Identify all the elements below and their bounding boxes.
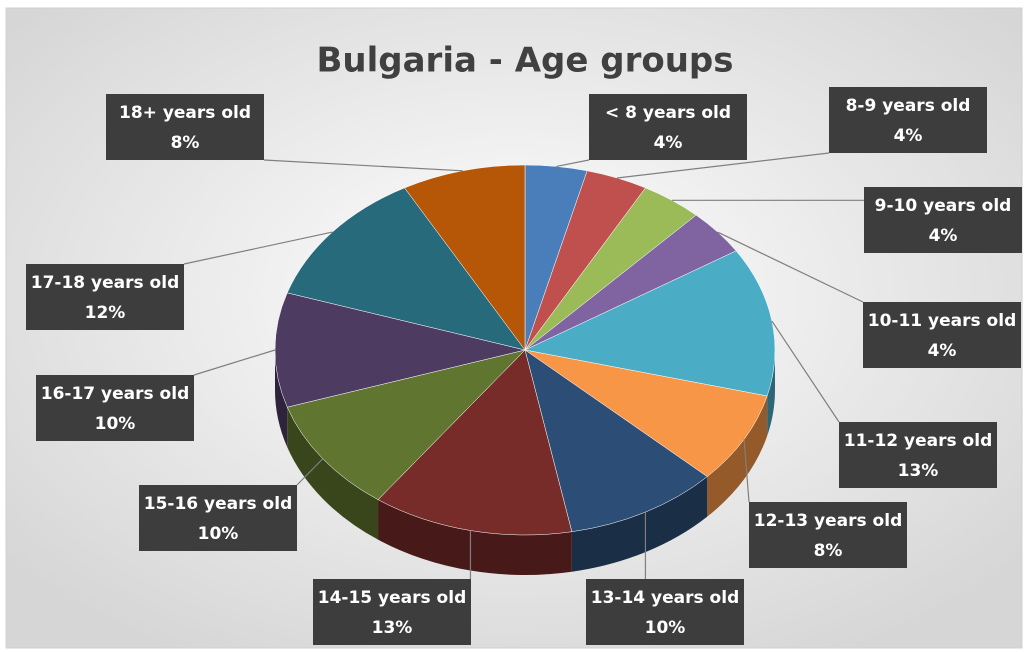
leader-line	[263, 159, 463, 172]
leader-line	[743, 439, 750, 503]
label-box	[139, 485, 297, 551]
category-label: 12-13 years old	[754, 511, 902, 531]
pie-slice	[377, 349, 573, 536]
value-label: 8%	[814, 541, 843, 561]
value-label: 4%	[928, 341, 957, 361]
pie-side	[287, 407, 379, 540]
value-label: 8%	[171, 133, 200, 153]
pie-slice	[404, 164, 526, 351]
leader-line	[296, 458, 324, 486]
pie-side	[378, 499, 572, 576]
leader-line	[717, 231, 864, 303]
value-label: 10%	[198, 524, 239, 544]
value-label: 4%	[654, 133, 683, 153]
value-label: 4%	[929, 226, 958, 246]
label-box	[863, 302, 1021, 368]
pie-slice	[286, 187, 526, 351]
category-label: 15-16 years old	[144, 494, 292, 514]
label-box	[839, 422, 997, 488]
pie-slice	[286, 349, 526, 500]
category-label: 14-15 years old	[318, 588, 466, 608]
label-box	[106, 94, 264, 160]
label-box	[829, 87, 987, 153]
leader-line	[616, 152, 830, 179]
pie-side	[707, 396, 768, 517]
value-label: 12%	[85, 303, 126, 323]
pie-slice	[524, 349, 708, 533]
leader-line	[183, 231, 333, 265]
category-label: 10-11 years old	[868, 311, 1016, 331]
pie-side	[767, 350, 775, 437]
category-label: 17-18 years old	[31, 273, 179, 293]
category-label: 18+ years old	[119, 103, 251, 123]
category-label: 11-12 years old	[844, 431, 992, 451]
chart-title: Bulgaria - Age groups	[317, 41, 734, 81]
label-box	[589, 94, 747, 160]
value-label: 10%	[95, 414, 136, 434]
pie-side	[275, 350, 288, 448]
leader-line	[771, 320, 840, 423]
leader-line	[556, 159, 590, 168]
value-label: 10%	[645, 618, 686, 638]
category-label: 9-10 years old	[875, 196, 1012, 216]
value-label: 13%	[898, 461, 939, 481]
label-box	[749, 502, 907, 568]
leader-line	[193, 349, 276, 376]
label-box	[864, 187, 1022, 253]
label-box	[313, 579, 471, 645]
pie-side	[571, 476, 708, 572]
category-label: 16-17 years old	[41, 384, 189, 404]
category-label: 8-9 years old	[846, 96, 971, 116]
label-box	[36, 375, 194, 441]
value-label: 13%	[372, 618, 413, 638]
value-label: 4%	[894, 126, 923, 146]
pie-slice	[274, 292, 526, 408]
category-label: < 8 years old	[605, 103, 731, 123]
category-label: 13-14 years old	[591, 588, 739, 608]
label-box	[586, 579, 744, 645]
label-box	[26, 264, 184, 330]
